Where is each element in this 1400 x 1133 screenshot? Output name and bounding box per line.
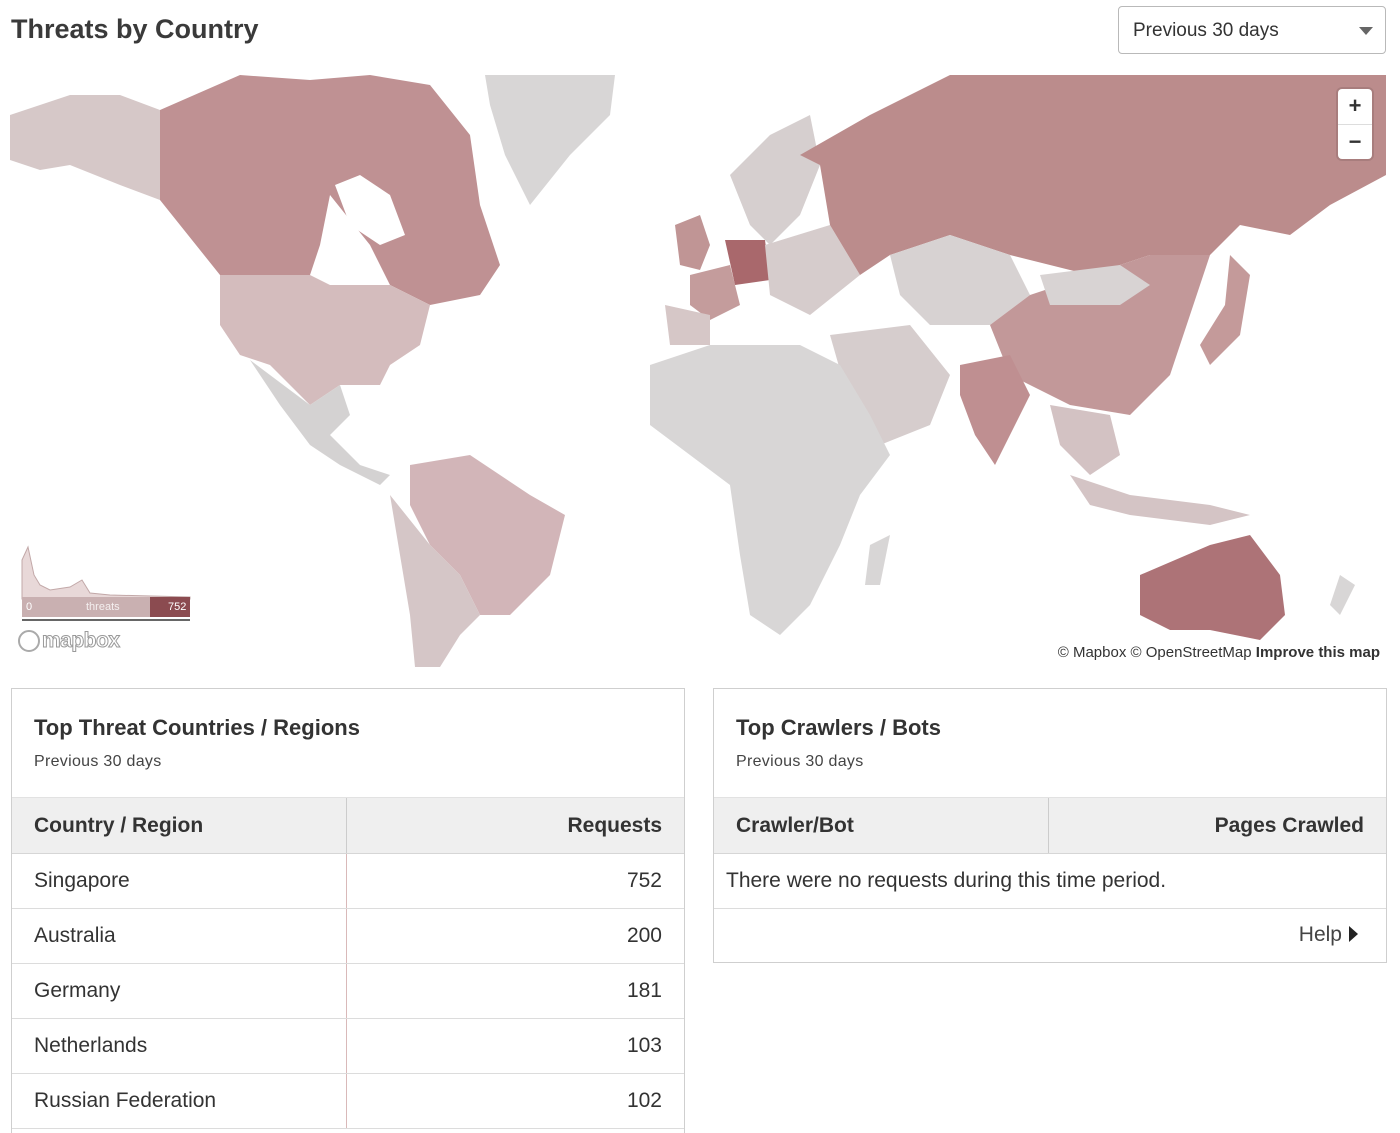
requests-cell: 103 — [346, 1018, 684, 1074]
region-se-asia — [1050, 405, 1120, 475]
region-uk — [675, 215, 710, 270]
attribution-osm-link[interactable]: © OpenStreetMap — [1130, 644, 1252, 661]
legend-gradient-bar — [22, 597, 190, 617]
card-subtitle: Previous 30 days — [34, 753, 162, 770]
table-row: Germany 181 — [12, 963, 684, 1019]
column-header-requests[interactable]: Requests — [346, 797, 684, 854]
threat-countries-table: Country / Region Requests Singapore 752 … — [12, 797, 684, 1129]
region-australia — [1140, 535, 1285, 640]
country-cell: Netherlands — [12, 1018, 347, 1074]
card-title: Top Crawlers / Bots — [736, 715, 941, 740]
map-attribution: © Mapbox © OpenStreetMap Improve this ma… — [1057, 642, 1380, 663]
region-mongolia — [1040, 265, 1150, 305]
column-header-crawler[interactable]: Crawler/Bot — [714, 797, 1049, 854]
region-iberia — [665, 305, 710, 345]
zoom-in-button[interactable]: + — [1338, 89, 1372, 125]
table-row: Singapore 752 — [12, 853, 684, 909]
region-indonesia — [1070, 475, 1250, 525]
page-title: Threats by Country — [11, 14, 259, 44]
requests-cell: 200 — [346, 908, 684, 964]
region-china — [990, 255, 1210, 415]
region-france — [690, 265, 740, 320]
region-russia — [800, 75, 1386, 275]
requests-cell: 752 — [346, 853, 684, 909]
region-japan — [1200, 255, 1250, 365]
region-scandinavia — [730, 115, 820, 245]
empty-message: There were no requests during this time … — [714, 853, 1386, 909]
card-subtitle: Previous 30 days — [736, 753, 864, 770]
attribution-mapbox-link[interactable]: © Mapbox — [1057, 644, 1127, 661]
legend-label: threats — [86, 601, 120, 613]
zoom-control: + − — [1338, 89, 1372, 159]
crawlers-table: Crawler/Bot Pages Crawled There were no … — [714, 797, 1386, 909]
region-brazil — [410, 455, 565, 615]
card-title: Top Threat Countries / Regions — [34, 715, 360, 740]
country-cell: Singapore — [12, 853, 347, 909]
region-alaska — [10, 95, 160, 200]
top-crawlers-card: Top Crawlers / Bots Previous 30 days Cra… — [713, 688, 1387, 963]
column-header-pages-crawled[interactable]: Pages Crawled — [1048, 797, 1386, 854]
mapbox-icon — [18, 630, 40, 653]
region-central-asia — [890, 235, 1030, 325]
region-canada — [160, 75, 500, 305]
mapbox-logo[interactable]: mapbox — [18, 629, 121, 653]
region-india — [960, 355, 1030, 465]
date-range-select[interactable]: Previous 30 days — [1118, 6, 1386, 54]
region-eastern-europe — [765, 225, 860, 315]
country-cell: Germany — [12, 963, 347, 1019]
table-row: Australia 200 — [12, 908, 684, 964]
region-madagascar — [865, 535, 890, 585]
region-africa — [650, 345, 890, 635]
table-row: Russian Federation 102 — [12, 1073, 684, 1129]
threat-map[interactable]: 0 threats 752 mapbox + − © Mapbox © Open… — [10, 75, 1386, 667]
world-choropleth[interactable] — [10, 75, 1386, 667]
legend-histogram — [21, 545, 191, 600]
country-cell: Russian Federation — [12, 1073, 347, 1129]
legend-min: 0 — [26, 601, 33, 613]
region-nz — [1330, 575, 1355, 615]
column-header-country[interactable]: Country / Region — [12, 797, 347, 854]
region-usa — [220, 275, 430, 405]
chevron-down-icon — [1359, 27, 1373, 35]
help-link[interactable]: Help — [1299, 923, 1358, 947]
improve-map-link[interactable]: Improve this map — [1255, 644, 1380, 661]
region-germany — [725, 240, 770, 285]
legend-max: 752 — [168, 601, 187, 613]
region-greenland — [485, 75, 615, 205]
requests-cell: 181 — [346, 963, 684, 1019]
top-threat-countries-card: Top Threat Countries / Regions Previous … — [11, 688, 685, 1133]
caret-right-icon — [1349, 926, 1358, 942]
table-row: There were no requests during this time … — [714, 853, 1386, 909]
table-row: Netherlands 103 — [12, 1018, 684, 1074]
date-range-value: Previous 30 days — [1133, 20, 1279, 41]
region-south-america-south — [390, 495, 480, 667]
region-mexico — [250, 360, 390, 485]
country-cell: Australia — [12, 908, 347, 964]
requests-cell: 102 — [346, 1073, 684, 1129]
zoom-out-button[interactable]: − — [1348, 129, 1362, 154]
